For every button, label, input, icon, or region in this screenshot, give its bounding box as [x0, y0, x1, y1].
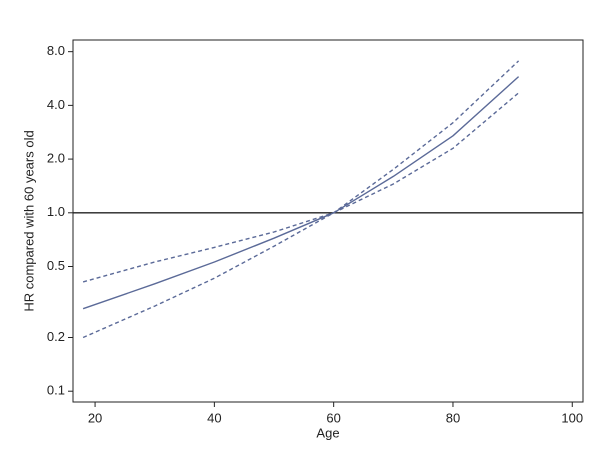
series-line [82, 76, 520, 310]
y-tick-label: 2.0 [47, 151, 65, 166]
x-tick-label: 80 [446, 410, 460, 425]
y-tick-label: 1.0 [47, 204, 65, 219]
y-axis-label: HR compared with 60 years old [21, 130, 36, 311]
plot-frame [72, 39, 584, 403]
y-tick-label: 4.0 [47, 97, 65, 112]
x-tick-label: 40 [207, 410, 221, 425]
x-axis-label: Age [316, 425, 339, 440]
y-tick-label: 8.0 [47, 43, 65, 58]
x-tick-label: 100 [561, 410, 583, 425]
series-line [82, 60, 520, 283]
y-tick-label: 0.5 [47, 258, 65, 273]
x-tick-label: 60 [326, 410, 340, 425]
series-line [82, 92, 520, 339]
y-tick-label: 0.1 [47, 383, 65, 398]
x-tick-label: 20 [88, 410, 102, 425]
y-tick-label: 0.2 [47, 329, 65, 344]
